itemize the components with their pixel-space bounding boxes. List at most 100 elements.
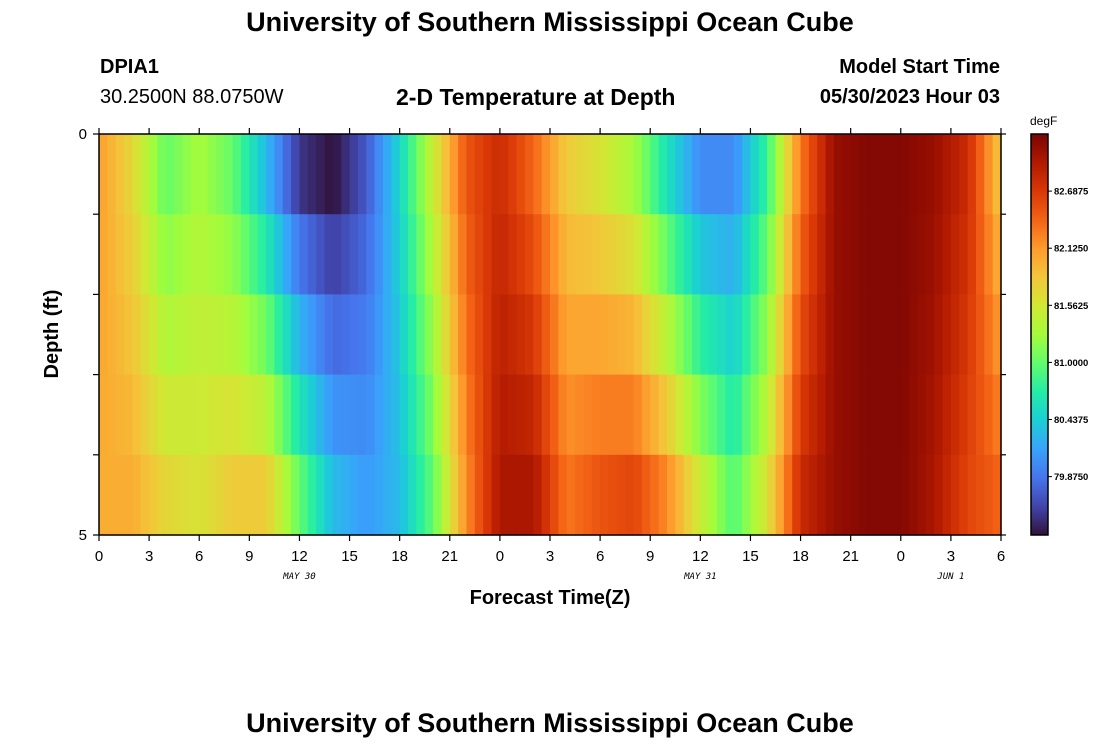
heatmap-cell [215,374,225,456]
heatmap-cell [474,214,484,295]
heatmap-cell [817,454,827,536]
heatmap-cell [199,134,209,215]
heatmap-cell [249,214,259,295]
heatmap-cell [708,214,718,295]
heatmap-cell [700,454,710,536]
heatmap-cell [792,454,802,536]
colorbar-tick-label: 81.5625 [1054,301,1089,312]
heatmap-cell [132,294,142,376]
heatmap-cell [909,214,919,295]
heatmap-cell [641,214,651,295]
heatmap-cell [550,214,559,295]
heatmap-cell [608,374,618,456]
heatmap-cell [416,294,426,376]
heatmap-cell [165,454,175,536]
heatmap-cell [458,374,468,456]
heatmap-cell [533,214,543,295]
heatmap-cell [366,294,376,376]
heatmap-cell [566,294,576,376]
heatmap-cell [800,214,810,295]
heatmap-cell [992,374,1002,456]
heatmap-cell [508,374,518,456]
page-title: University of Southern Mississippi Ocean… [246,7,854,37]
heatmap-cell [399,134,409,215]
heatmap-cell [600,294,610,376]
heatmap-cell [842,454,852,536]
heatmap-cell [691,294,701,376]
heatmap-cell [483,294,493,376]
heatmap-cell [950,214,960,295]
heatmap-cell [207,214,217,295]
heatmap-cell [366,454,376,536]
heatmap-cell [892,454,902,536]
heatmap-cell [115,134,125,215]
heatmap-cell [349,454,359,536]
heatmap-cell [541,374,551,456]
heatmap-cell [282,214,292,295]
heatmap-cell [850,294,860,376]
heatmap-cell [666,294,676,376]
heatmap-cell [641,454,651,536]
heatmap-cell [733,134,743,215]
heatmap-cell [875,454,885,536]
heatmap-cell [758,454,768,536]
heatmap-cell [566,214,576,295]
heatmap-cell [767,294,777,376]
heatmap-cell [99,454,108,536]
heatmap-cell [850,454,860,536]
heatmap-cell [817,294,827,376]
heatmap-cell [190,214,200,295]
heatmap-cell [984,294,994,376]
heatmap-cell [516,374,526,456]
heatmap-cell [99,374,108,456]
heatmap-cell [742,214,752,295]
heatmap-cell [550,374,559,456]
x-tick-label: 15 [742,548,759,565]
heatmap-cell [833,374,843,456]
x-tick-label: 6 [195,548,203,565]
heatmap-cell [583,294,593,376]
heatmap-cell [332,454,342,536]
heatmap-cell [382,134,392,215]
heatmap-cell [441,374,451,456]
y-tick-label: 0 [79,126,87,143]
heatmap-cell [391,214,401,295]
heatmap-cell [825,214,835,295]
x-tick-label: 0 [496,548,504,565]
heatmap-cell [566,374,576,456]
heatmap-cell [859,134,868,215]
heatmap-cell [257,454,267,536]
heatmap-cell [850,214,860,295]
heatmap-cell [240,374,250,456]
heatmap-cell [491,374,501,456]
chart-title: 2-D Temperature at Depth [396,84,676,110]
heatmap-cell [240,214,250,295]
heatmap-cell [566,454,576,536]
date-label: MAY 31 [683,572,717,582]
heatmap-cell [658,454,668,536]
heatmap-cell [967,294,977,376]
heatmap-cell [140,134,150,215]
heatmap-cell [616,214,626,295]
heatmap-cell [190,294,200,376]
heatmap-cell [992,454,1002,536]
x-tick-label: 12 [692,548,709,565]
heatmap-cell [859,214,868,295]
heatmap-cell [633,294,643,376]
heatmap-cell [449,374,459,456]
heatmap-cell [357,454,367,536]
heatmap-cell [257,134,267,215]
heatmap-cell [616,374,626,456]
heatmap-cell [833,214,843,295]
heatmap-cell [149,134,159,215]
heatmap-cell [633,374,643,456]
heatmap-cell [758,214,768,295]
heatmap-cell [132,214,142,295]
x-tick-label: 15 [341,548,358,565]
heatmap-cell [658,134,668,215]
heatmap-cell [474,134,484,215]
heatmap-cell [800,294,810,376]
heatmap-cell [516,454,526,536]
heatmap-cell [449,214,459,295]
